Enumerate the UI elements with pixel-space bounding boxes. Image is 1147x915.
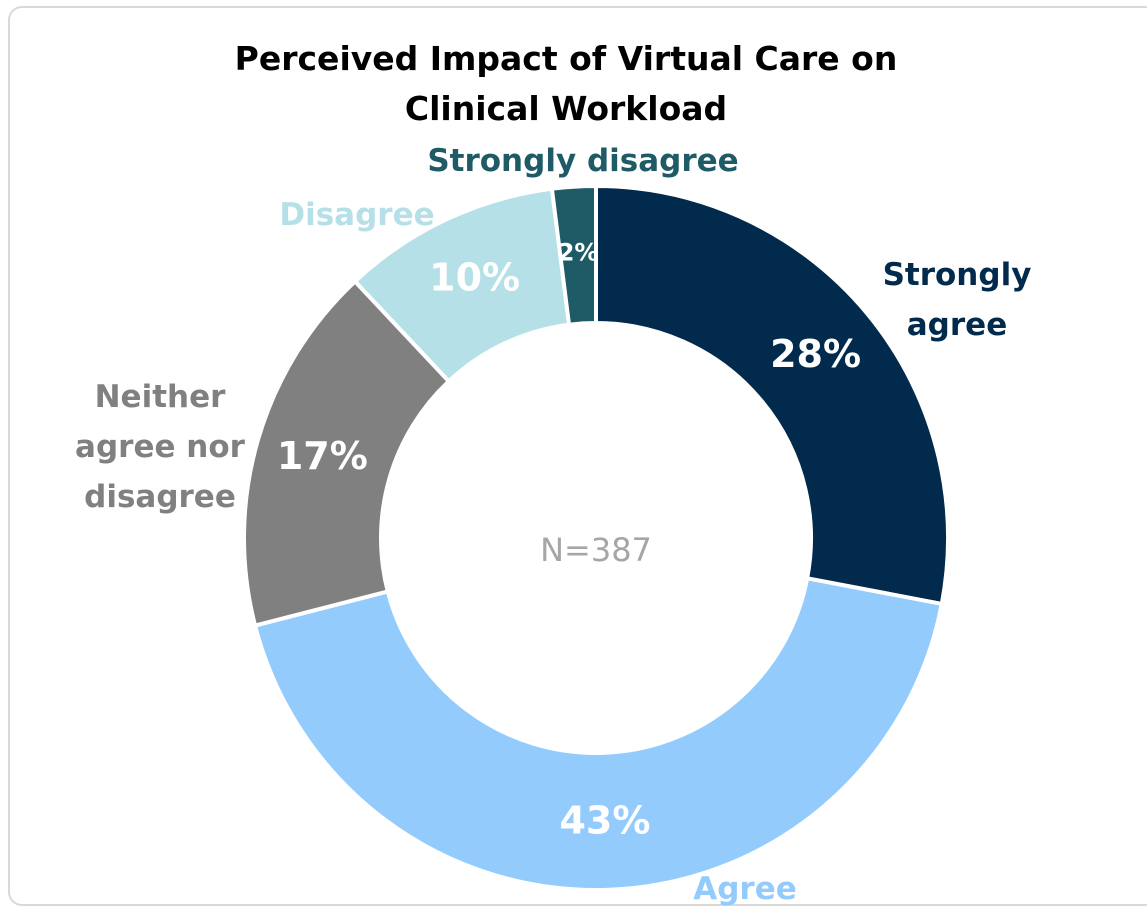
value-label: 10% xyxy=(429,256,520,300)
category-label: Disagree xyxy=(279,197,435,233)
chart-title: Perceived Impact of Virtual Care on Clin… xyxy=(234,39,898,128)
value-label: 2% xyxy=(558,239,599,267)
donut-segment xyxy=(594,183,950,607)
category-label: Agree xyxy=(693,871,797,907)
donut-segment xyxy=(242,278,452,628)
chart-frame xyxy=(8,6,1147,906)
value-label: 17% xyxy=(277,434,368,478)
value-label: 43% xyxy=(559,798,650,842)
category-label: Strongly agree xyxy=(882,257,1032,343)
category-label: Strongly disagree xyxy=(427,143,739,179)
donut-segment xyxy=(252,575,945,892)
value-label: 28% xyxy=(770,332,861,376)
center-annotation: N=387 xyxy=(540,531,652,569)
category-label: Neither agree nor disagree xyxy=(75,379,245,515)
donut-segment xyxy=(549,183,598,327)
